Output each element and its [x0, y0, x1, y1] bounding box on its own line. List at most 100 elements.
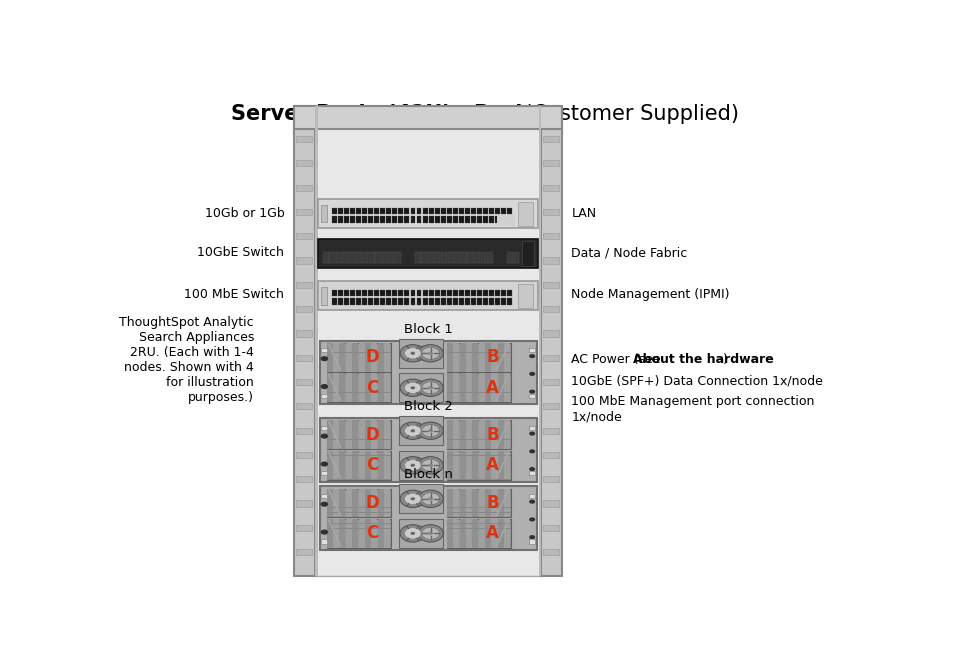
Bar — [374, 208, 379, 214]
Circle shape — [321, 502, 329, 507]
Bar — [518, 284, 533, 308]
Bar — [327, 343, 391, 372]
Bar — [543, 403, 560, 409]
Bar — [296, 330, 312, 336]
Bar — [453, 373, 459, 402]
Bar — [369, 251, 374, 263]
Bar — [477, 289, 482, 296]
Circle shape — [418, 490, 444, 507]
Text: A: A — [487, 525, 499, 542]
Bar — [346, 451, 352, 480]
Bar — [479, 519, 485, 548]
Text: A: A — [487, 456, 499, 474]
Bar — [466, 488, 472, 517]
Bar — [529, 471, 535, 476]
Bar — [333, 343, 339, 372]
Circle shape — [529, 450, 535, 454]
Bar — [504, 421, 510, 450]
Bar — [459, 343, 465, 372]
Bar — [501, 298, 506, 305]
Bar — [472, 421, 479, 450]
Bar — [491, 421, 497, 450]
Circle shape — [529, 467, 535, 471]
Bar — [498, 373, 504, 402]
Bar — [392, 208, 397, 214]
Bar — [472, 451, 479, 480]
Bar — [338, 208, 343, 214]
Bar — [384, 343, 390, 372]
Bar — [375, 251, 381, 263]
Circle shape — [418, 525, 444, 542]
Bar — [452, 289, 457, 296]
Text: C: C — [367, 379, 379, 397]
Bar — [479, 451, 485, 480]
Circle shape — [410, 352, 415, 355]
Bar — [322, 205, 328, 222]
Text: D: D — [366, 494, 379, 512]
Bar — [386, 216, 391, 223]
Bar — [453, 488, 459, 517]
Bar — [541, 106, 563, 576]
Bar — [489, 289, 494, 296]
Bar — [365, 421, 371, 450]
Bar — [416, 298, 421, 305]
Bar — [543, 209, 560, 215]
Text: B: B — [487, 494, 499, 512]
Bar — [447, 373, 452, 402]
Bar — [296, 306, 312, 312]
Bar — [486, 343, 491, 372]
Circle shape — [410, 429, 415, 432]
Bar — [495, 298, 500, 305]
Bar — [378, 519, 384, 548]
Text: B: B — [487, 348, 499, 366]
Circle shape — [529, 431, 535, 436]
Bar — [384, 519, 390, 548]
Bar — [392, 216, 397, 223]
Bar — [518, 202, 533, 226]
Bar — [488, 251, 493, 263]
Bar — [399, 484, 443, 513]
Bar — [327, 519, 332, 548]
Bar — [399, 298, 404, 305]
Bar — [365, 373, 371, 402]
Bar — [491, 373, 497, 402]
Bar — [296, 403, 312, 409]
Bar — [352, 421, 358, 450]
Bar — [336, 251, 341, 263]
Bar — [322, 287, 328, 305]
Bar — [359, 519, 365, 548]
Bar — [466, 519, 472, 548]
Bar — [349, 251, 355, 263]
Bar — [374, 298, 379, 305]
Bar — [447, 488, 511, 517]
Bar — [405, 298, 410, 305]
Bar — [399, 519, 443, 548]
Text: (Customer Supplied): (Customer Supplied) — [511, 104, 739, 124]
Bar — [371, 421, 377, 450]
Circle shape — [410, 497, 415, 500]
Bar — [321, 539, 327, 543]
Bar — [359, 373, 365, 402]
Circle shape — [428, 386, 433, 389]
Bar — [483, 289, 488, 296]
Bar — [296, 427, 312, 433]
Bar — [477, 298, 482, 305]
Text: ): ) — [722, 353, 727, 366]
Bar — [507, 289, 512, 296]
Bar — [479, 343, 485, 372]
Bar — [447, 421, 452, 450]
Circle shape — [400, 490, 425, 507]
Bar — [543, 330, 560, 336]
Text: Data / Node Fabric: Data / Node Fabric — [571, 246, 687, 259]
Bar — [365, 451, 371, 480]
Bar — [346, 488, 352, 517]
Bar — [332, 289, 336, 296]
Bar — [346, 421, 352, 450]
Bar — [296, 525, 312, 531]
Text: B: B — [487, 426, 499, 444]
Bar — [459, 421, 465, 450]
Bar — [489, 208, 494, 214]
Text: Block 1: Block 1 — [404, 323, 452, 336]
Bar — [294, 106, 315, 576]
Bar — [543, 354, 560, 361]
